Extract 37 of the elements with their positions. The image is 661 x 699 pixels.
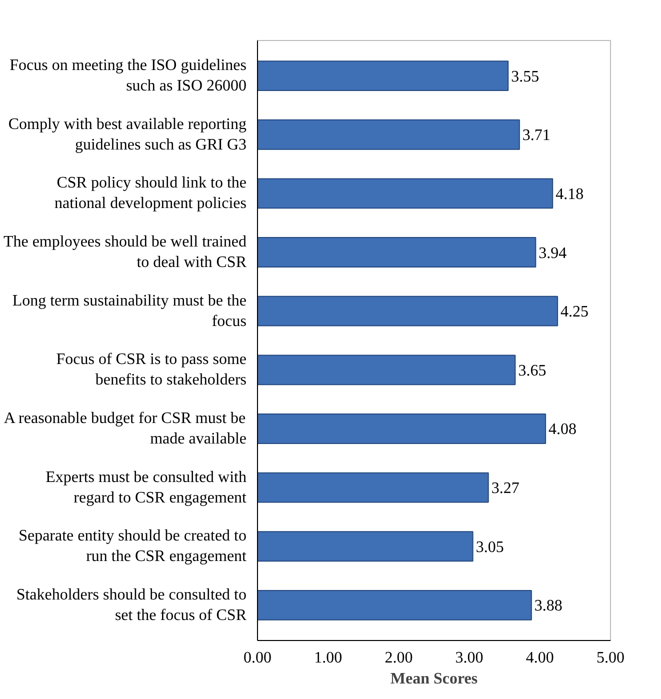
y-tick-label: The employees should be well trained to deal with CSR <box>3 234 247 271</box>
bar <box>258 178 554 209</box>
y-tick-label: Long term sustainability must be the focus <box>12 292 246 330</box>
y-tick-label: A reasonable budget for CSR must be made available <box>4 410 246 448</box>
bar <box>258 414 546 444</box>
data-label: 3.88 <box>534 598 562 615</box>
x-tick-label: 5.00 <box>596 650 624 666</box>
x-tick-label: 1.00 <box>314 650 342 666</box>
data-label: 3.71 <box>522 127 550 144</box>
y-tick-label: Focus on meeting the ISO guidelines such as ISO 26000 <box>10 57 246 94</box>
bar <box>258 237 536 268</box>
y-tick-label: Separate entity should be created to run the CSR engagement <box>18 528 248 566</box>
data-label: 4.18 <box>556 186 584 203</box>
bar <box>258 531 474 562</box>
data-label: 3.05 <box>476 538 504 556</box>
data-label: 4.25 <box>560 304 589 321</box>
y-tick-label: CSR policy should link to the national development policies <box>54 174 247 212</box>
y-tick-label: Stakeholders should be consulted to set the focus of CSR <box>16 586 247 624</box>
data-label: 3.55 <box>511 68 540 86</box>
y-tick-label: Comply with best available reporting guidelines such as GRI G3 <box>8 116 246 154</box>
y-tick-label: Experts must be consulted with regard to CSR engagement <box>46 468 248 506</box>
x-tick-label: 4.00 <box>526 650 554 666</box>
x-axis-title: Mean Scores <box>390 670 478 688</box>
bar <box>258 472 489 503</box>
bar <box>258 60 509 91</box>
bar <box>258 119 520 150</box>
data-label: 4.08 <box>548 421 577 438</box>
x-tick-label: 2.00 <box>384 650 413 666</box>
x-tick-label: 3.00 <box>455 650 484 666</box>
x-tick-label: 0.00 <box>244 650 272 666</box>
data-label: 3.65 <box>518 362 546 380</box>
bar <box>258 354 516 386</box>
bar <box>258 296 558 326</box>
y-tick-label: Focus of CSR is to pass some benefits to stakeholders <box>56 351 247 389</box>
data-label: 3.94 <box>538 244 567 262</box>
data-label: 3.27 <box>491 480 520 498</box>
bar <box>258 590 532 620</box>
